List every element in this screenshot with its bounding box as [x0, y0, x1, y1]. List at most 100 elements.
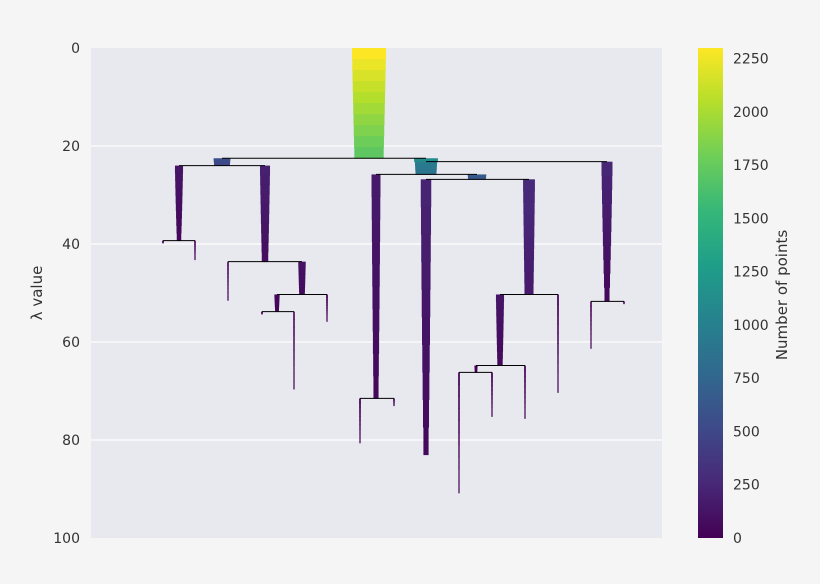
- branch-A2b1: [274, 296, 280, 299]
- branch-A: [213, 158, 231, 161]
- branch-B1b1: [420, 179, 432, 208]
- branch-B1: [414, 161, 438, 164]
- branch-A1: [174, 165, 184, 174]
- branch-A2b: [298, 261, 306, 266]
- branch-B1b: [468, 177, 486, 179]
- branch-B1b2b: [557, 382, 559, 393]
- branch-B1b2a1b: [491, 394, 493, 400]
- branch-B1b2a: [496, 308, 504, 317]
- colorbar-tick-label: 2250: [733, 52, 769, 68]
- branch-A2b1b: [293, 381, 295, 390]
- branch-A1b: [194, 244, 196, 247]
- branch-A1b: [194, 246, 196, 249]
- y-tick-label: 0: [71, 41, 80, 57]
- branch-A2b1b: [293, 373, 295, 382]
- colorbar-tick-label: 1500: [733, 211, 769, 227]
- branch-A2b: [299, 291, 305, 295]
- branch-A1b: [194, 257, 196, 261]
- y-tick-label: 80: [62, 433, 80, 449]
- branch-A1: [175, 173, 183, 181]
- branch-B1b1: [421, 261, 431, 290]
- branch-A2a: [227, 265, 229, 270]
- branch-A2b1b: [293, 319, 295, 328]
- branch-A2: [260, 204, 270, 215]
- branch-B1a: [372, 331, 380, 354]
- branch-B1b2a: [496, 344, 504, 352]
- branch-B2: [602, 217, 612, 232]
- branch-B1b2: [524, 282, 534, 295]
- branch-B2: [602, 203, 612, 218]
- branch-A2b2: [326, 316, 328, 320]
- branch-B1b2a: [496, 322, 504, 331]
- y-tick-label: 40: [62, 237, 80, 253]
- branch-A2: [261, 252, 269, 263]
- colorbar-tick-label: 1000: [733, 318, 769, 334]
- branch-B1b2a1: [474, 365, 478, 367]
- branch-B1b1: [421, 317, 431, 345]
- branch-B1b2a1: [474, 367, 478, 369]
- branch-B1a1: [359, 429, 361, 435]
- branch-A2b: [298, 284, 306, 289]
- branch-root: [354, 147, 384, 159]
- branch-B1b2b: [557, 323, 559, 335]
- branch-B1b2a1b: [491, 398, 493, 404]
- branch-B1b2a2: [524, 407, 526, 414]
- branch-A2b1b: [293, 358, 295, 367]
- branch-B1a: [372, 241, 380, 265]
- branch-B1: [415, 170, 437, 173]
- branch-A2: [260, 194, 270, 205]
- branch-A2b1a: [261, 313, 263, 315]
- branch-A2: [261, 223, 269, 234]
- branch-A: [213, 160, 231, 162]
- branch-B1b2a2: [524, 397, 526, 403]
- branch-B1b2b: [557, 353, 559, 364]
- branch-A1: [175, 188, 183, 196]
- branch-B1b2: [523, 225, 535, 238]
- branch-A2b2: [326, 307, 328, 312]
- branch-A: [213, 162, 231, 164]
- branch-B1b: [468, 177, 486, 179]
- branch-B1b: [468, 178, 486, 180]
- colorbar-tick-label: 1750: [733, 158, 769, 174]
- branch-B1b2a1b: [491, 403, 493, 409]
- branch-B1: [415, 164, 437, 166]
- branch-A2b2: [326, 310, 328, 314]
- branch-B2: [601, 175, 613, 191]
- branch-A2a: [227, 296, 229, 301]
- colorbar: [698, 48, 723, 538]
- branch-A: [213, 158, 231, 160]
- branch-B1b2a1: [474, 368, 478, 371]
- branch-B1a: [371, 219, 381, 242]
- y-tick-label: 20: [62, 139, 80, 155]
- branch-B1: [415, 169, 437, 171]
- branch-B1b2a2: [524, 413, 526, 419]
- branch-B1b2b: [557, 372, 559, 384]
- branch-A2a: [227, 269, 229, 274]
- branch-A2b1b: [293, 350, 295, 359]
- y-axis-label: λ value: [28, 266, 46, 321]
- branch-B1a1: [359, 425, 361, 430]
- branch-B1b2a1a: [458, 396, 460, 409]
- colorbar-tick-label: 500: [733, 424, 760, 440]
- branch-B1b2b: [557, 294, 559, 305]
- branch-B1b1: [421, 234, 431, 263]
- branch-B2a: [590, 343, 592, 349]
- branch-B2b: [623, 303, 625, 305]
- branch-A2b2: [326, 299, 328, 303]
- branch-B1b: [467, 176, 487, 178]
- branch-A2b: [298, 264, 306, 269]
- branch-B1b2: [523, 248, 535, 261]
- branch-B1a1: [359, 420, 361, 426]
- branch-B1b2a2: [524, 370, 526, 377]
- branch-B1a2: [393, 404, 395, 406]
- branch-B1b: [467, 175, 487, 177]
- branch-A2b1: [274, 306, 280, 309]
- branch-A2b1: [275, 308, 279, 311]
- branch-A1: [176, 210, 182, 219]
- branch-B1b2a1: [474, 370, 478, 372]
- branch-B2: [603, 259, 611, 274]
- branch-root: [352, 59, 386, 71]
- branch-B1b2a1b: [491, 407, 493, 413]
- branch-B1b2a2: [524, 376, 526, 382]
- branch-B1b2: [523, 202, 535, 215]
